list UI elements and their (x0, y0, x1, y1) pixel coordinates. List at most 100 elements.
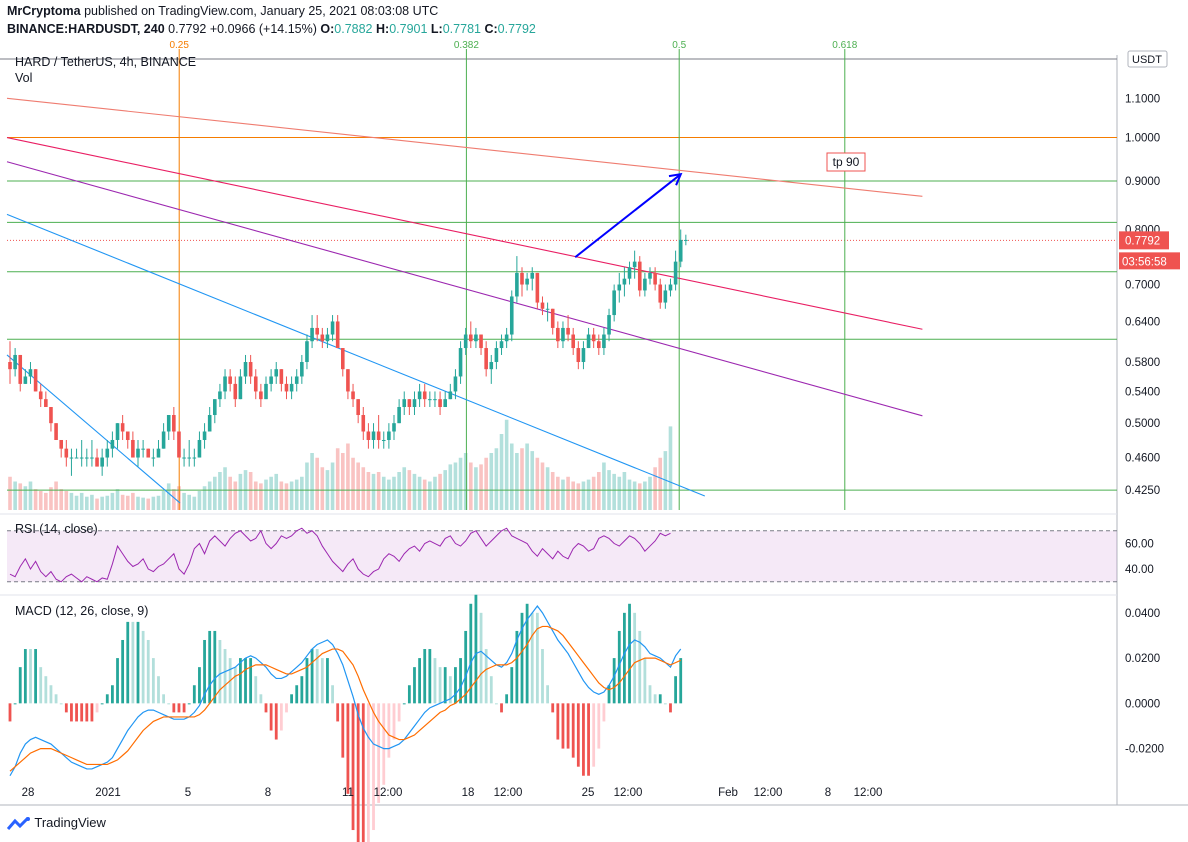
macd-histogram-bar (249, 658, 253, 704)
macd-histogram-bar (372, 703, 375, 831)
volume-bar (274, 473, 279, 510)
candle-body (520, 272, 524, 285)
candle-body (417, 391, 422, 400)
volume-bar (351, 457, 355, 510)
macd-histogram-bar (643, 658, 647, 704)
price-tick-label: 1.1000 (1125, 93, 1160, 105)
candle-body (305, 341, 309, 363)
macd-histogram-bar (566, 703, 570, 749)
volume-bar (192, 496, 197, 510)
price-tick-label: 0.9000 (1125, 176, 1160, 188)
candle-body (182, 457, 186, 459)
macd-histogram-bar (136, 621, 140, 704)
candle-body (668, 284, 673, 291)
macd-histogram-bar (29, 649, 32, 704)
macd-histogram-bar (105, 694, 109, 704)
time-tick-label: 2021 (95, 787, 121, 799)
volume-bar (279, 481, 284, 510)
volume-bar (253, 481, 258, 510)
macd-histogram-bar (285, 703, 288, 713)
close-value: 0.7792 (497, 22, 536, 36)
target-arrow-head (668, 172, 683, 186)
candle-body (673, 261, 678, 285)
macd-histogram-bar (100, 703, 104, 705)
macd-histogram-bar (90, 703, 94, 722)
macd-histogram-bar (428, 649, 432, 704)
macd-histogram-bar (300, 676, 304, 704)
candle-body (105, 448, 110, 458)
macd-histogram-bar (356, 703, 360, 842)
candle-body (207, 415, 212, 432)
volume-bar (525, 443, 529, 510)
volume-bar (540, 462, 545, 510)
candle-body (525, 278, 529, 285)
macd-histogram-bar (187, 703, 191, 705)
time-tick-label: 18 (462, 787, 475, 799)
volume-bar (571, 481, 575, 510)
time-tick-label: 12:00 (614, 787, 643, 799)
volume-bar (433, 476, 437, 510)
volume-bar (561, 479, 565, 510)
volume-bar (166, 483, 171, 510)
macd-histogram-bar (279, 703, 283, 731)
volume-bar (284, 483, 289, 510)
macd-histogram-bar (592, 703, 596, 767)
candle-body (95, 457, 99, 467)
macd-histogram-bar (264, 703, 268, 713)
candle-body (381, 439, 386, 441)
volume-bar (428, 481, 432, 510)
candle-body (607, 315, 611, 335)
tradingview-brand: TradingView (34, 815, 106, 830)
macd-histogram-bar (423, 649, 427, 704)
macd-histogram-bar (95, 703, 99, 713)
candle-body (335, 321, 340, 349)
candle-body (136, 448, 140, 458)
trend-line (6, 213, 706, 497)
candle-body (33, 369, 38, 392)
macd-histogram-bar (111, 685, 114, 704)
volume-bar (238, 473, 243, 510)
time-tick-label: 8 (825, 787, 831, 799)
fib-time-label: 0.25 (169, 40, 189, 51)
candle-body (341, 348, 345, 370)
volume-bar (422, 479, 427, 510)
macd-histogram-bar (218, 639, 222, 704)
macd-histogram-bar (658, 694, 662, 704)
volume-bar (228, 476, 232, 510)
author-name[interactable]: MrCryptoma (7, 4, 81, 18)
macd-histogram-bar (305, 658, 309, 704)
volume-bar (627, 479, 632, 510)
macd-histogram-bar (617, 630, 621, 704)
volume-bar (105, 495, 110, 510)
macd-histogram-bar (244, 658, 247, 704)
volume-bar (156, 495, 161, 510)
price-tick-label: 0.6400 (1125, 316, 1160, 328)
symbol-name: BINANCE:HARDUSDT, 240 (7, 22, 165, 36)
candle-body (412, 399, 417, 408)
volume-bar (54, 481, 58, 510)
macd-histogram-bar (213, 630, 217, 704)
macd-histogram-bar (623, 612, 626, 704)
candle-body (172, 415, 176, 432)
candle-body (678, 239, 683, 262)
volume-bar (545, 467, 550, 510)
macd-histogram-bar (469, 603, 473, 704)
volume-bar (320, 467, 325, 510)
candle-body (392, 423, 396, 432)
volume-bar (376, 472, 381, 510)
volume-bar (115, 489, 120, 510)
candle-body (571, 334, 575, 349)
time-tick-label: 12:00 (854, 787, 883, 799)
candle-body (540, 302, 545, 309)
last-price-badge (1119, 231, 1169, 250)
volume-bar (141, 497, 145, 510)
volume-bar (648, 476, 652, 510)
macd-histogram-bar (162, 694, 165, 704)
candle-body (556, 327, 560, 342)
tradingview-footer[interactable]: TradingView (6, 815, 106, 833)
rsi-tick-label: 40.00 (1125, 564, 1154, 576)
macd-histogram-bar (70, 703, 73, 722)
price-tick-label: 0.4250 (1125, 485, 1160, 497)
volume-bar (69, 492, 74, 510)
